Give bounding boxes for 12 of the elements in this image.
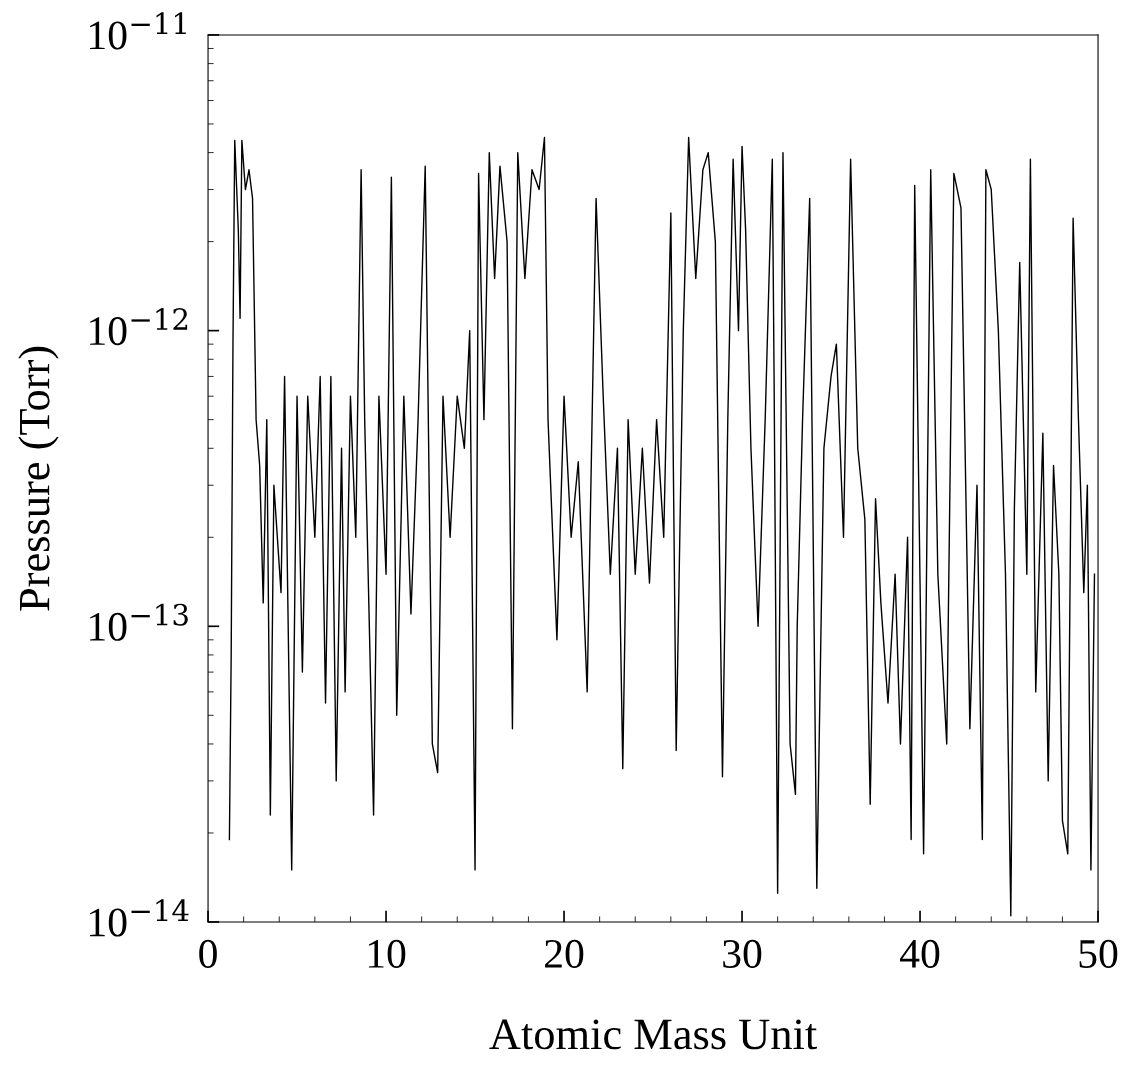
x-tick-label: 20 bbox=[545, 939, 584, 968]
y-tick-label: 10$^{−13}$ bbox=[90, 603, 188, 641]
x-tick-label: 0 bbox=[199, 939, 217, 968]
x-tick-label: 40 bbox=[900, 939, 940, 968]
y-axis-title: Pressure (Torr) bbox=[18, 346, 59, 611]
x-axis-title: Atomic Mass Unit bbox=[489, 1019, 817, 1050]
x-tick-label: 10 bbox=[368, 939, 406, 968]
x-tick-label: 30 bbox=[723, 939, 762, 968]
y-tick-label: 10$^{−12}$ bbox=[90, 308, 188, 346]
y-tick-label: 10$^{−11}$ bbox=[90, 12, 186, 50]
x-tick-label: 50 bbox=[1079, 939, 1118, 968]
y-tick-label: 10$^{−14}$ bbox=[90, 899, 189, 937]
